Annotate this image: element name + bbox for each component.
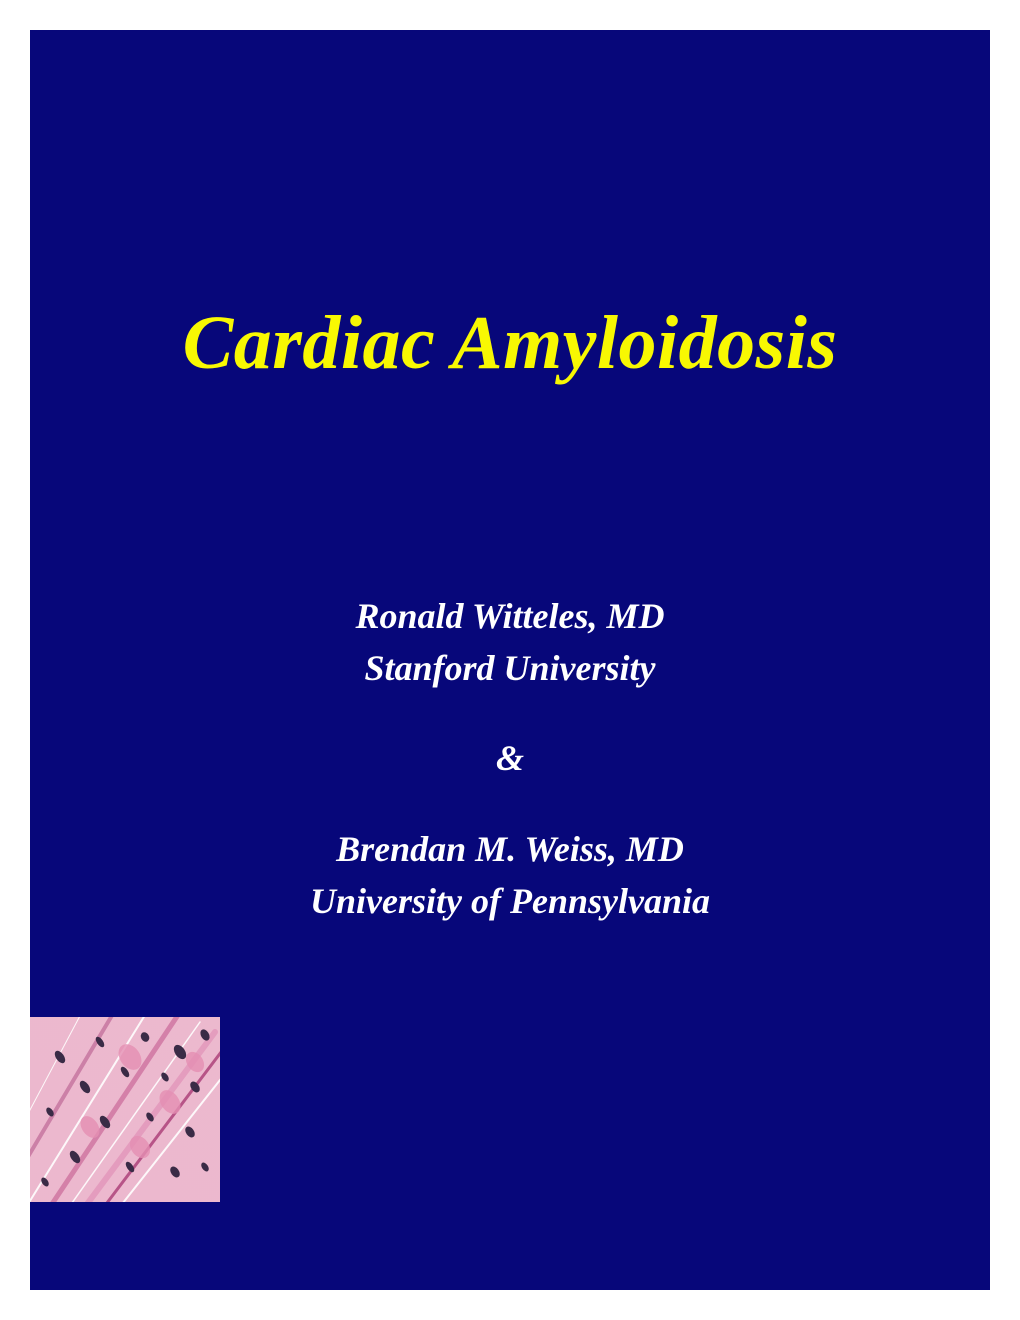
author-1-name: Ronald Witteles, MD bbox=[30, 590, 990, 642]
author-separator: & bbox=[30, 732, 990, 784]
author-block-2: Brendan M. Weiss, MD University of Penns… bbox=[30, 823, 990, 927]
author-2-affiliation: University of Pennsylvania bbox=[30, 875, 990, 927]
page: Cardiac Amyloidosis Ronald Witteles, MD … bbox=[0, 0, 1020, 1320]
author-2-name: Brendan M. Weiss, MD bbox=[30, 823, 990, 875]
histology-thumbnail bbox=[30, 1017, 220, 1202]
author-block-1: Ronald Witteles, MD Stanford University bbox=[30, 590, 990, 694]
author-1-affiliation: Stanford University bbox=[30, 642, 990, 694]
slide: Cardiac Amyloidosis Ronald Witteles, MD … bbox=[30, 30, 990, 1290]
histology-icon bbox=[30, 1017, 220, 1202]
authors-block: Ronald Witteles, MD Stanford University … bbox=[30, 590, 990, 965]
slide-title: Cardiac Amyloidosis bbox=[30, 300, 990, 387]
